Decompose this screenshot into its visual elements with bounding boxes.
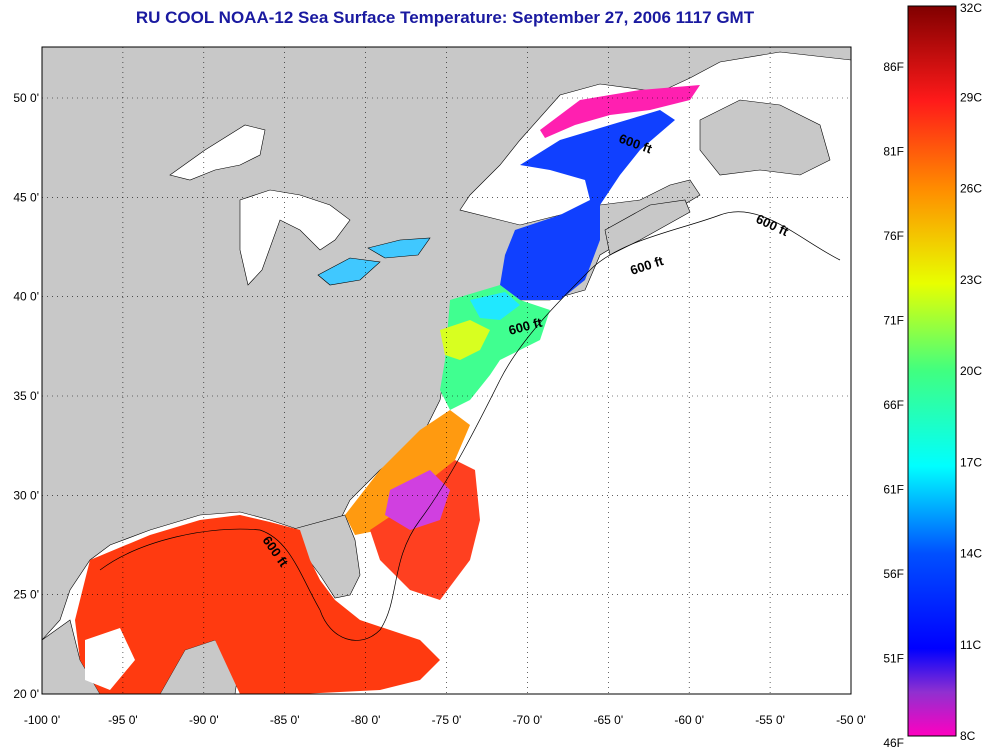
lon-tick-label: -95 0' <box>108 713 138 727</box>
colorbar-fahrenheit-label: 46F <box>883 736 904 750</box>
lon-tick-label: -80 0' <box>351 713 381 727</box>
sst-st-lawrence <box>540 85 700 138</box>
colorbar: 32C 29C 26C 23C 20C 17C 14C 11C 8C 86F 81F 76F 71F 66… <box>883 1 982 750</box>
lon-tick-label: -90 0' <box>189 713 219 727</box>
sst-mid-atlantic-yellow <box>440 320 490 360</box>
sst-north-blue <box>500 110 675 300</box>
lat-tick-label: 40 0' <box>13 290 39 304</box>
colorbar-gradient <box>907 5 957 737</box>
lake-superior <box>169 124 266 181</box>
lon-tick-label: -75 0' <box>432 713 462 727</box>
latitude-axis: 50 0' 45 0' 40 0' 35 0' 30 0' 25 0' 20 0' <box>13 91 39 701</box>
lat-tick-label: 50 0' <box>13 91 39 105</box>
colorbar-celsius-label: 11C <box>960 638 981 652</box>
plot-frame <box>41 46 852 695</box>
colorbar-celsius-label: 20C <box>960 364 982 378</box>
colorbar-celsius-label: 17C <box>960 455 982 469</box>
colorbar-fahrenheit-label: 56F <box>883 567 904 581</box>
lat-tick-label: 45 0' <box>13 190 39 204</box>
colorbar-fahrenheit-label: 86F <box>883 60 904 74</box>
colorbar-fahrenheit-label: 66F <box>883 398 904 412</box>
colorbar-celsius-label: 8C <box>960 729 976 743</box>
lat-tick-label: 30 0' <box>13 488 39 502</box>
sst-cyan-patch <box>470 292 520 320</box>
lon-tick-label: -70 0' <box>513 713 543 727</box>
lon-tick-label: -55 0' <box>755 713 785 727</box>
newfoundland <box>699 99 831 176</box>
map-title: RU COOL NOAA-12 Sea Surface Temperature:… <box>135 8 755 27</box>
lon-tick-label: -65 0' <box>593 713 623 727</box>
colorbar-celsius-label: 23C <box>960 273 982 287</box>
sst-gulf-of-mexico <box>75 515 440 694</box>
sst-gulf-stream <box>370 460 480 600</box>
colorbar-celsius-label: 29C <box>960 90 982 104</box>
colorbar-celsius-label: 14C <box>960 547 982 561</box>
colorbar-fahrenheit-label: 76F <box>883 229 904 243</box>
lat-tick-label: 35 0' <box>13 389 39 403</box>
lon-tick-label: -60 0' <box>674 713 704 727</box>
lake-michigan-huron <box>239 189 351 286</box>
sst-magenta-patch <box>385 470 450 530</box>
sst-gulf-white-patch <box>85 628 135 690</box>
colorbar-fahrenheit-label: 61F <box>883 482 904 496</box>
longitude-axis: -100 0' -95 0' -90 0' -85 0' -80 0' -75 0' -70… <box>24 713 866 727</box>
sst-carolinas <box>345 410 470 535</box>
sst-mid-atlantic <box>440 285 550 410</box>
lake-ontario <box>367 237 431 259</box>
colorbar-fahrenheit-label: 81F <box>883 144 904 158</box>
colorbar-celsius-label: 32C <box>960 1 982 15</box>
lon-tick-label: -100 0' <box>24 713 60 727</box>
lat-tick-label: 25 0' <box>13 588 39 602</box>
colorbar-fahrenheit-label: 51F <box>883 651 904 665</box>
lon-tick-label: -85 0' <box>270 713 300 727</box>
colorbar-ticks: 32C 29C 26C 23C 20C 17C 14C 11C 8C 86F 81F 76F 71F 66… <box>883 1 982 750</box>
contour-600ft <box>99 211 841 641</box>
lake-erie <box>317 257 381 286</box>
lat-tick-label: 20 0' <box>13 687 39 701</box>
lon-tick-label: -50 0' <box>836 713 866 727</box>
colorbar-fahrenheit-label: 71F <box>883 313 904 327</box>
colorbar-celsius-label: 26C <box>960 182 982 196</box>
